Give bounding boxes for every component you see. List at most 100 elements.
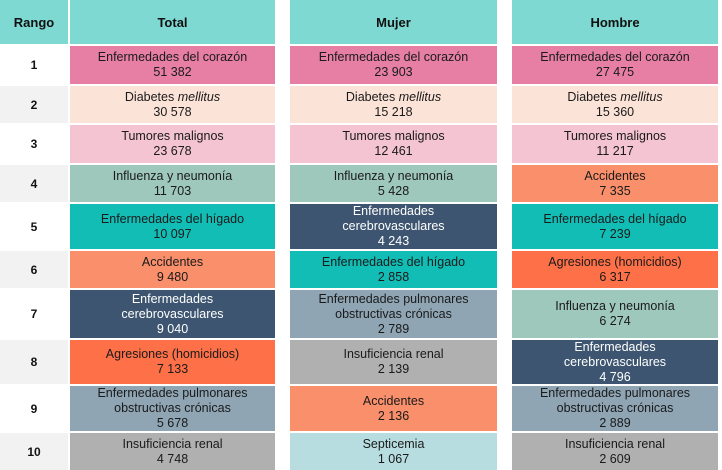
cause-name-text: Enfermedades pulmonares obstructivas cró… xyxy=(97,386,248,415)
death-count: 15 218 xyxy=(374,104,413,119)
cause-name-text: Enfermedades del corazón xyxy=(97,50,248,64)
cause-name: Accidentes xyxy=(142,255,203,270)
total-cause-cell: Accidentes 9 480 xyxy=(70,251,275,288)
cause-name-text: Enfermedades del corazón xyxy=(540,50,690,64)
death-count: 6 274 xyxy=(599,314,631,328)
death-count: 51 382 xyxy=(153,65,192,79)
cause-name-text: Enfermedades del hígado xyxy=(543,211,687,226)
rank-cell: 2 xyxy=(0,86,68,123)
cause-name-text: Tumores malignos xyxy=(342,129,445,143)
total-cause-cell: Influenza y neumonía 11 703 xyxy=(70,165,275,202)
mujer-cause-cell: Enfermedades pulmonares obstructivas cró… xyxy=(290,290,497,338)
hombre-cause-cell: Agresiones (homicidios) 6 317 xyxy=(512,251,718,288)
death-count: 4 796 xyxy=(599,369,631,384)
death-count: 12 461 xyxy=(374,144,413,158)
death-count: 4 748 xyxy=(156,451,189,466)
hombre-cause-cell: Influenza y neumonía 6 274 xyxy=(512,290,718,338)
header-rank: Rango xyxy=(0,0,68,44)
death-count: 9 480 xyxy=(156,269,189,284)
cause-name-italic: mellitus xyxy=(177,89,221,104)
cause-name: Enfermedades del corazón xyxy=(540,50,689,65)
cause-name: Influenza y neumonía xyxy=(334,169,454,184)
header-mujer: Mujer xyxy=(290,0,497,44)
cause-name-text: Enfermedades del hígado xyxy=(100,211,245,226)
cause-name: Diabetes mellitus xyxy=(125,90,220,105)
death-count: 2 136 xyxy=(377,408,410,423)
death-count: 2 858 xyxy=(377,269,410,284)
cause-name: Enfermedades cerebrovasculares xyxy=(342,204,444,234)
cause-name-text: Enfermedades del corazón xyxy=(318,50,469,64)
cause-name-italic: mellitus xyxy=(620,89,663,104)
cause-name: Septicemia xyxy=(363,437,425,452)
death-count: 9 040 xyxy=(156,321,189,336)
rank-cell: 10 xyxy=(0,433,68,470)
mujer-cause-cell: Diabetes mellitus 15 218 xyxy=(290,86,497,123)
rank-cell: 9 xyxy=(30,401,38,416)
total-cause-cell: Diabetes mellitus 30 578 xyxy=(70,86,275,123)
total-cause-cell: Tumores malignos 23 678 xyxy=(70,125,275,163)
cause-name-text: Enfermedades cerebrovasculares xyxy=(121,291,224,321)
death-count: 2 139 xyxy=(377,362,410,376)
cause-name: Accidentes xyxy=(363,394,424,409)
death-count: 23 678 xyxy=(153,144,192,158)
hombre-cause-cell: Enfermedades pulmonares obstructivas cró… xyxy=(512,386,718,431)
cause-name-text: Influenza y neumonía xyxy=(555,299,675,313)
cause-name: Insuficiencia renal xyxy=(343,347,443,362)
cause-name: Enfermedades del hígado xyxy=(322,255,465,270)
cause-name: Enfermedades pulmonares obstructivas cró… xyxy=(540,386,690,416)
cause-name: Insuficiencia renal xyxy=(122,437,222,452)
cause-name: Insuficiencia renal xyxy=(565,437,665,452)
cause-name-text: Influenza y neumonía xyxy=(333,168,454,183)
cause-name-text: Agresiones (homicidios) xyxy=(105,347,240,361)
header-hombre: Hombre xyxy=(512,0,718,44)
mujer-cause-cell: Enfermedades cerebrovasculares 4 243 xyxy=(290,204,497,249)
total-cause-cell: Enfermedades del corazón 51 382 xyxy=(70,46,275,84)
cause-name-text: Influenza y neumonía xyxy=(112,168,233,183)
death-count: 2 889 xyxy=(599,416,631,430)
cause-name: Diabetes mellitus xyxy=(346,90,441,105)
cause-name-text: Insuficiencia renal xyxy=(343,347,444,361)
cause-name-text: Accidentes xyxy=(584,168,646,183)
death-count: 11 217 xyxy=(596,144,634,158)
total-cause-cell: Enfermedades cerebrovasculares 9 040 xyxy=(70,290,275,338)
death-count: 2 789 xyxy=(377,321,410,336)
rank-cell: 7 xyxy=(30,307,38,321)
cause-name-text: Diabetes xyxy=(345,89,396,104)
rank-cell: 6 xyxy=(0,251,68,288)
cause-name: Enfermedades pulmonares obstructivas cró… xyxy=(318,292,468,322)
hombre-cause-cell: Enfermedades del hígado 7 239 xyxy=(512,204,718,249)
total-cause-cell: Enfermedades del hígado 10 097 xyxy=(70,204,275,249)
cause-name-text: Accidentes xyxy=(362,393,425,408)
cause-name: Influenza y neumonía xyxy=(113,169,233,184)
cause-name-text: Tumores malignos xyxy=(563,129,667,143)
death-count: 11 703 xyxy=(153,183,192,198)
mujer-cause-cell: Tumores malignos 12 461 xyxy=(290,125,497,163)
cause-name: Enfermedades pulmonares obstructivas cró… xyxy=(97,386,247,416)
cause-name: Tumores malignos xyxy=(564,129,666,144)
death-count: 5 428 xyxy=(377,183,410,198)
total-cause-cell: Agresiones (homicidios) 7 133 xyxy=(70,340,275,384)
cause-name: Enfermedades del corazón xyxy=(98,50,247,65)
cause-name-text: Enfermedades cerebrovasculares xyxy=(342,204,445,233)
hombre-cause-cell: Diabetes mellitus 15 360 xyxy=(512,86,718,123)
cause-name: Agresiones (homicidios) xyxy=(106,347,239,362)
rank-cell: 5 xyxy=(30,219,38,234)
mujer-cause-cell: Septicemia 1 067 xyxy=(290,433,497,470)
cause-name-text: Enfermedades pulmonares obstructivas cró… xyxy=(539,386,691,415)
death-count: 10 097 xyxy=(153,226,192,241)
cause-name-text: Diabetes xyxy=(124,89,175,104)
hombre-cause-cell: Tumores malignos 11 217 xyxy=(512,125,718,163)
death-count: 27 475 xyxy=(595,65,635,79)
cause-name: Accidentes xyxy=(584,169,645,184)
cause-name: Tumores malignos xyxy=(121,129,223,144)
rank-cell: 3 xyxy=(30,137,38,151)
cause-name-text: Enfermedades cerebrovasculares xyxy=(563,340,667,369)
death-count: 1 067 xyxy=(377,451,410,466)
cause-name-text: Agresiones (homicidios) xyxy=(548,254,682,269)
hombre-cause-cell: Enfermedades cerebrovasculares 4 796 xyxy=(512,340,718,384)
hombre-cause-cell: Accidentes 7 335 xyxy=(512,165,718,202)
cause-name-text: Diabetes xyxy=(567,89,617,104)
cause-name: Enfermedades cerebrovasculares xyxy=(564,340,666,370)
cause-name-text: Enfermedades del hígado xyxy=(321,254,466,269)
cause-name: Diabetes mellitus xyxy=(567,90,662,105)
